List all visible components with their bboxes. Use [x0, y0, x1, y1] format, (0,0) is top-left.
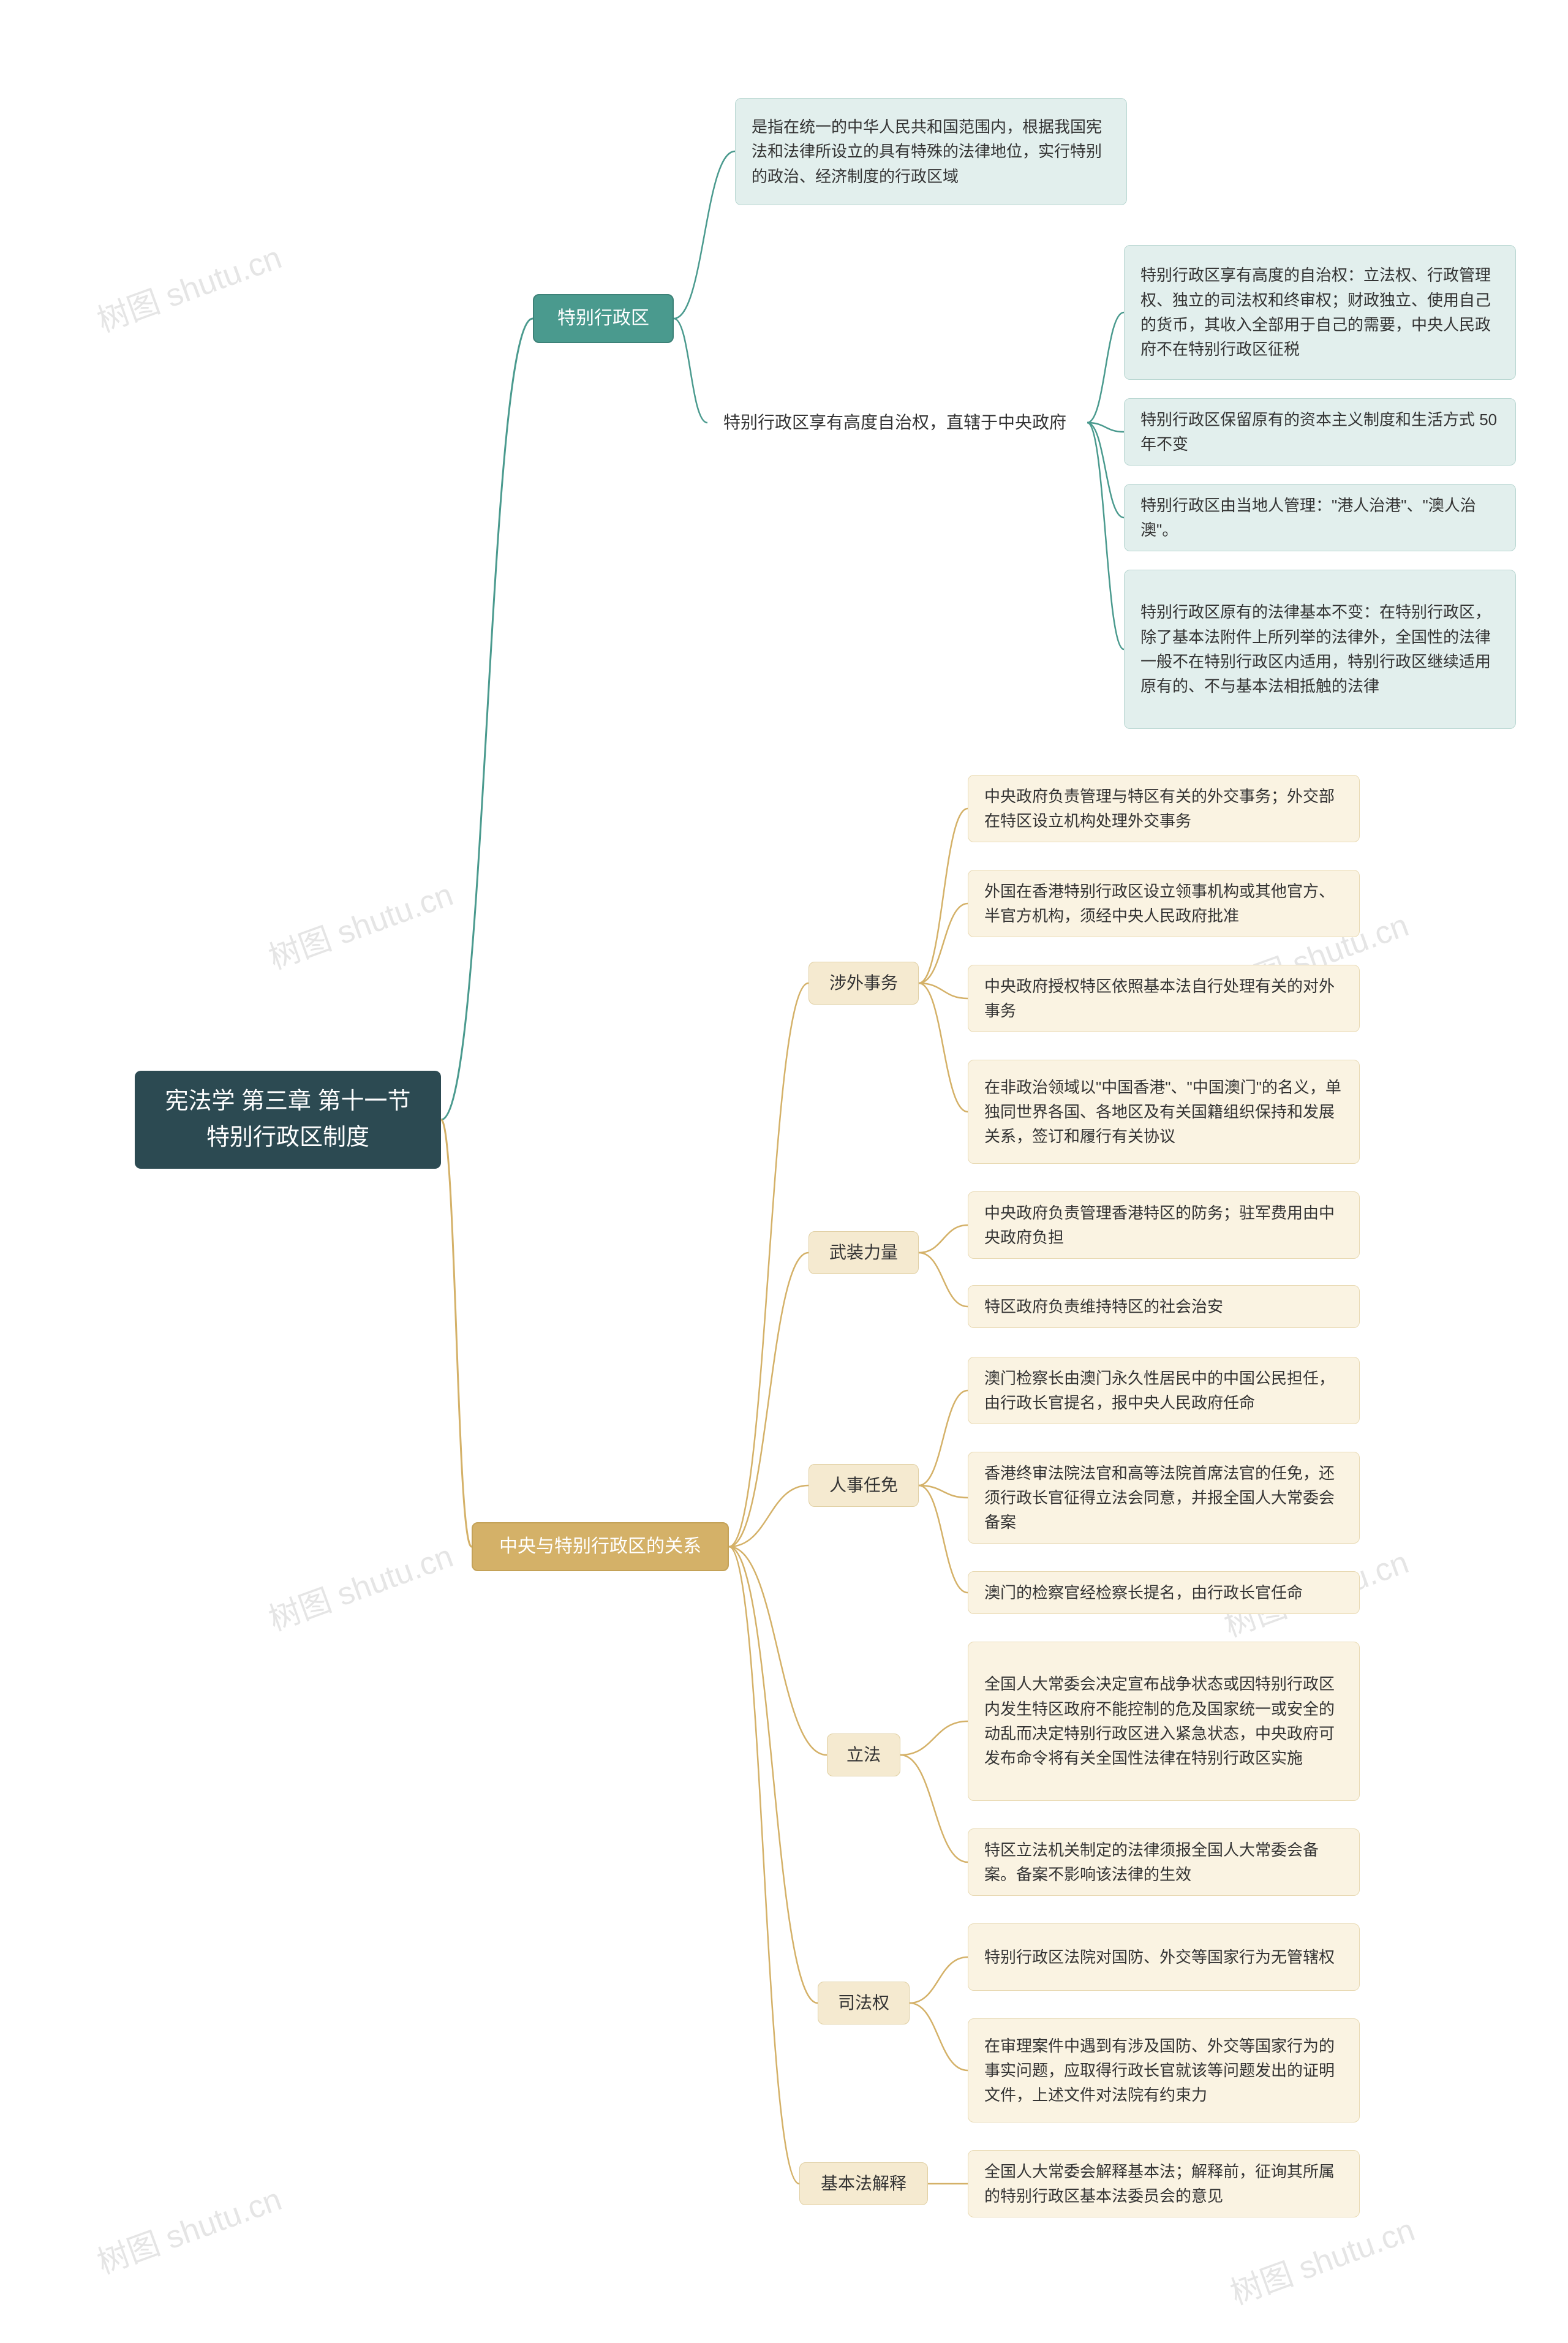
section-military: 武装力量 — [809, 1231, 919, 1274]
leaf-judicial-1: 特别行政区法院对国防、外交等国家行为无管辖权 — [968, 1923, 1360, 1991]
watermark: 树图 shutu.cn — [262, 1530, 459, 1639]
leaf-personnel-1: 澳门检察长由澳门永久性居民中的中国公民担任，由行政长官提名，报中央人民政府任命 — [968, 1357, 1360, 1424]
branch-central-relation: 中央与特别行政区的关系 — [472, 1522, 729, 1571]
section-personnel: 人事任免 — [809, 1464, 919, 1507]
watermark: 树图 shutu.cn — [262, 869, 459, 978]
leaf-personnel-3: 澳门的检察官经检察长提名，由行政长官任命 — [968, 1571, 1360, 1614]
leaf-autonomy-4: 特别行政区原有的法律基本不变：在特别行政区，除了基本法附件上所列举的法律外，全国… — [1124, 570, 1516, 729]
leaf-foreign-3: 中央政府授权特区依照基本法自行处理有关的对外事务 — [968, 965, 1360, 1032]
watermark: 树图 shutu.cn — [1223, 2204, 1420, 2313]
leaf-legislation-2: 特区立法机关制定的法律须报全国人大常委会备案。备案不影响该法律的生效 — [968, 1828, 1360, 1896]
leaf-foreign-4: 在非政治领域以"中国香港"、"中国澳门"的名义，单独同世界各国、各地区及有关国籍… — [968, 1060, 1360, 1164]
leaf-basiclaw-1: 全国人大常委会解释基本法；解释前，征询其所属的特别行政区基本法委员会的意见 — [968, 2150, 1360, 2217]
watermark: 树图 shutu.cn — [90, 2173, 287, 2282]
mindmap-canvas: 树图 shutu.cn 树图 shutu.cn 树图 shutu.cn 树图 s… — [0, 0, 1568, 2343]
leaf-foreign-2: 外国在香港特别行政区设立领事机构或其他官方、半官方机构，须经中央人民政府批准 — [968, 870, 1360, 937]
section-basiclaw: 基本法解释 — [799, 2162, 928, 2205]
leaf-military-1: 中央政府负责管理香港特区的防务；驻军费用由中央政府负担 — [968, 1191, 1360, 1259]
section-foreign: 涉外事务 — [809, 962, 919, 1005]
section-judicial: 司法权 — [818, 1982, 910, 2024]
root-node: 宪法学 第三章 第十一节 特别行政区制度 — [135, 1071, 441, 1169]
leaf-autonomy-2: 特别行政区保留原有的资本主义制度和生活方式 50 年不变 — [1124, 398, 1516, 466]
leaf-personnel-2: 香港终审法院法官和高等法院首席法官的任免，还须行政长官征得立法会同意，并报全国人… — [968, 1452, 1360, 1544]
mid-autonomy: 特别行政区享有高度自治权，直辖于中央政府 — [707, 404, 1087, 441]
branch-special-region: 特别行政区 — [533, 294, 674, 343]
leaf-definition: 是指在统一的中华人民共和国范围内，根据我国宪法和法律所设立的具有特殊的法律地位，… — [735, 98, 1127, 205]
watermark: 树图 shutu.cn — [90, 232, 287, 341]
leaf-autonomy-3: 特别行政区由当地人管理："港人治港"、"澳人治澳"。 — [1124, 484, 1516, 551]
leaf-autonomy-1: 特别行政区享有高度的自治权：立法权、行政管理权、独立的司法权和终审权；财政独立、… — [1124, 245, 1516, 380]
section-legislation: 立法 — [827, 1734, 900, 1776]
leaf-judicial-2: 在审理案件中遇到有涉及国防、外交等国家行为的事实问题，应取得行政长官就该等问题发… — [968, 2018, 1360, 2122]
leaf-military-2: 特区政府负责维持特区的社会治安 — [968, 1285, 1360, 1328]
leaf-legislation-1: 全国人大常委会决定宣布战争状态或因特别行政区内发生特区政府不能控制的危及国家统一… — [968, 1642, 1360, 1801]
leaf-foreign-1: 中央政府负责管理与特区有关的外交事务；外交部在特区设立机构处理外交事务 — [968, 775, 1360, 842]
